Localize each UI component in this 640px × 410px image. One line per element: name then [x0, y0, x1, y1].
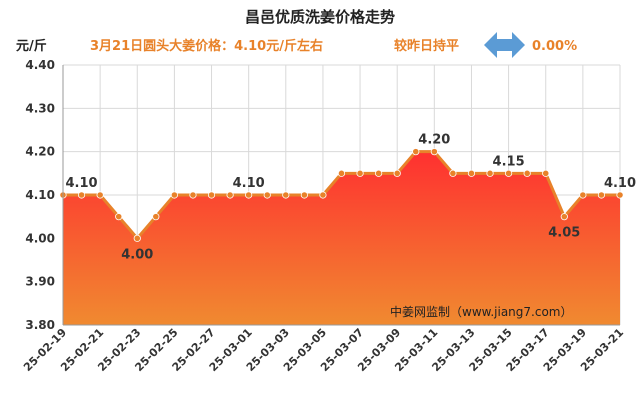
data-point — [319, 191, 327, 199]
data-point — [486, 169, 494, 177]
data-point — [189, 191, 197, 199]
data-point — [616, 191, 624, 199]
data-point — [523, 169, 531, 177]
axes — [62, 65, 620, 326]
data-point — [133, 234, 141, 242]
data-point — [597, 191, 606, 199]
data-point — [300, 191, 308, 199]
source-watermark: 中姜网监制（www.jiang7.com） — [390, 304, 572, 319]
area-fill — [63, 151, 620, 325]
data-point — [263, 191, 271, 199]
data-points — [59, 148, 624, 242]
chart-subtitle: 3月21日圆头大姜价格：4.10元/斤左右 — [90, 38, 323, 54]
data-label: 4.10 — [66, 176, 98, 191]
y-tick-labels: 3.80 3.90 4.00 4.10 4.20 4.30 4.40 — [25, 58, 55, 332]
data-point — [412, 148, 420, 156]
x-tick-labels: 25-02-1925-02-2125-02-2325-02-2525-02-27… — [21, 326, 626, 374]
data-label: 4.15 — [493, 154, 525, 169]
data-label: 4.05 — [548, 226, 580, 241]
y-tick-label: 3.80 — [25, 318, 55, 332]
data-point — [393, 169, 401, 177]
data-label: 4.10 — [233, 176, 265, 191]
data-point — [245, 191, 253, 199]
data-point — [152, 213, 160, 221]
data-point — [115, 213, 123, 221]
data-point — [542, 169, 550, 177]
data-point — [226, 191, 234, 199]
y-tick-label: 4.30 — [25, 101, 55, 115]
data-labels: 4.10 4.00 4.10 4.20 4.15 4.05 4.10 — [66, 133, 637, 263]
y-tick-label: 4.20 — [25, 145, 55, 159]
change-value: 0.00% — [532, 39, 577, 54]
data-point — [375, 169, 383, 177]
y-tick-label: 4.10 — [25, 188, 55, 202]
data-label: 4.10 — [604, 176, 636, 191]
area-path — [63, 151, 620, 325]
data-point — [449, 169, 457, 177]
data-point — [356, 169, 364, 177]
y-tick-label: 4.40 — [25, 58, 55, 72]
data-point — [504, 169, 513, 177]
data-point — [77, 191, 86, 199]
data-point — [207, 191, 216, 199]
change-text: 较昨日持平 — [394, 38, 459, 54]
y-axis-label: 元/斤 — [16, 38, 47, 54]
data-label: 4.00 — [121, 247, 153, 262]
data-label: 4.20 — [418, 133, 450, 148]
y-tick-label: 4.00 — [25, 231, 55, 245]
chart-title: 昌邑优质洗姜价格走势 — [245, 8, 395, 26]
double-arrow-icon — [484, 32, 525, 58]
data-point — [337, 169, 346, 177]
y-tick-label: 3.90 — [25, 275, 55, 289]
data-point — [282, 191, 290, 199]
data-point — [579, 191, 587, 199]
data-point — [96, 191, 104, 199]
data-point — [430, 148, 438, 156]
data-point — [560, 213, 568, 221]
data-point — [170, 191, 178, 199]
data-point — [467, 169, 476, 177]
